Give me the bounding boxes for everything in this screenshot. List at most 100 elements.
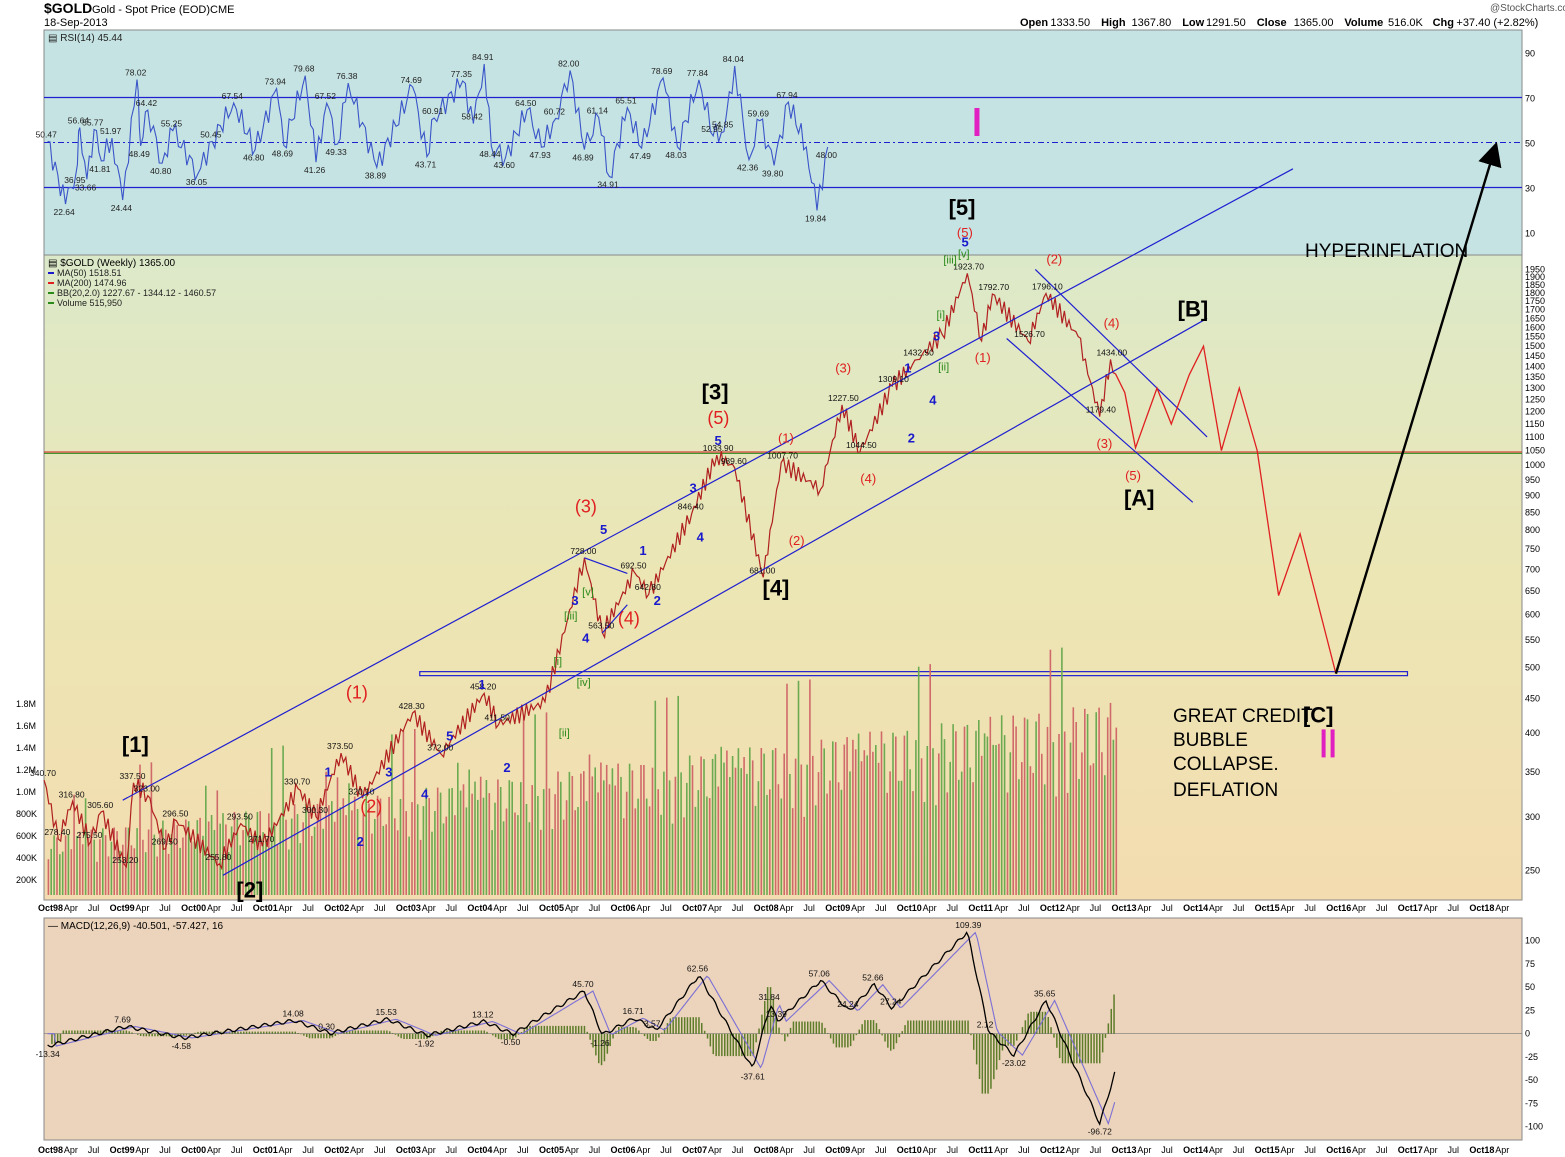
macd-histogram-bar (932, 1020, 935, 1034)
rsi-value-label: 58.42 (461, 112, 483, 122)
macd-histogram-bar (500, 1033, 503, 1040)
volume-bar (517, 815, 519, 895)
volume-bar (325, 771, 327, 895)
macd-histogram-bar (363, 1030, 365, 1034)
volume-bar (225, 824, 227, 895)
volume-bar (385, 824, 387, 895)
macd-histogram-bar (892, 1033, 895, 1050)
macd-histogram-bar (1070, 1033, 1072, 1064)
volume-bar (643, 765, 645, 895)
macd-value-label: -37.61 (741, 1072, 765, 1082)
macd-histogram-bar (231, 1031, 233, 1034)
macd-x-label: Apr (493, 1145, 507, 1155)
volume-bar (436, 787, 439, 895)
macd-histogram-bar (411, 1033, 414, 1039)
rsi-value-label: 46.80 (243, 153, 265, 163)
price-tick-label: 1550 (1525, 332, 1545, 342)
volume-bar (746, 773, 748, 895)
macd-histogram-bar (380, 1030, 382, 1034)
volume-bar (1032, 772, 1034, 895)
volume-bar (1015, 726, 1017, 895)
wave-label: [iv] (577, 677, 591, 689)
macd-x-label: Jul (589, 1145, 601, 1155)
price-value-label: 1309.10 (878, 374, 909, 384)
macd-value-label: 16.71 (622, 1006, 644, 1016)
macd-histogram-bar (139, 1033, 142, 1036)
macd-value-label: 13.12 (472, 1009, 494, 1019)
price-value-label: 989.60 (721, 456, 747, 466)
price-value-label: 1007.70 (767, 451, 798, 461)
volume-bar (812, 755, 814, 895)
volume-bar (1112, 739, 1115, 895)
volume-bar (84, 798, 87, 895)
macd-histogram-bar (320, 1033, 322, 1039)
volume-bar (895, 736, 897, 895)
wave-label: [A] (1124, 486, 1155, 511)
macd-value-label: 109.39 (955, 920, 981, 930)
macd-x-label: Oct15 (1255, 1145, 1280, 1155)
volume-bar (946, 792, 949, 895)
macd-histogram-bar (128, 1031, 130, 1034)
macd-histogram-bar (1024, 1020, 1027, 1034)
price-x-label: Jul (302, 903, 314, 913)
volume-bar (356, 809, 359, 895)
macd-x-label: Oct09 (825, 1145, 850, 1155)
volume-bar (892, 732, 894, 895)
wave-label: [v] (958, 249, 970, 261)
rsi-value-label: 59.69 (748, 109, 770, 119)
volume-bar (147, 829, 150, 895)
volume-bar (551, 829, 554, 895)
volume-bar (196, 820, 199, 895)
macd-histogram-bar (1101, 1033, 1104, 1053)
volume-bar (554, 794, 556, 895)
macd-x-label: Oct98 (38, 1145, 63, 1155)
volume-bar (376, 795, 379, 895)
macd-tick-label: -75 (1525, 1098, 1538, 1108)
macd-histogram-bar (769, 987, 772, 1034)
macd-x-label: Jul (1090, 1145, 1102, 1155)
volume-bar (1081, 752, 1083, 895)
macd-histogram-bar (1030, 1011, 1032, 1034)
volume-bar (625, 791, 628, 895)
macd-histogram-bar (1010, 1033, 1012, 1046)
macd-histogram-bar (786, 1033, 789, 1037)
macd-histogram-bar (463, 1030, 465, 1034)
volume-bar (528, 822, 531, 895)
volume-bar (285, 819, 287, 895)
price-tick-label: 250 (1525, 866, 1540, 876)
macd-x-label: Oct07 (682, 1145, 707, 1155)
volume-bar (90, 829, 93, 895)
macd-value-label: 3.57 (644, 1018, 661, 1028)
macd-histogram-bar (683, 1017, 686, 1034)
wave-label: 1 (904, 361, 911, 376)
macd-histogram-bar (661, 1032, 663, 1034)
hyperinflation-arrow (1334, 141, 1502, 674)
macd-value-label: -13.34 (36, 1049, 60, 1059)
volume-bar (451, 788, 453, 895)
macd-histogram-bar (758, 1028, 760, 1034)
macd-histogram-bar (285, 1031, 288, 1034)
volume-bar (405, 811, 407, 895)
volume-bar (176, 825, 178, 895)
wave-label: 4 (421, 786, 429, 801)
volume-bar (408, 836, 410, 895)
volume-bar (270, 748, 273, 895)
macd-histogram-bar (726, 1033, 729, 1057)
price-x-label: Jul (374, 903, 386, 913)
volume-bar (167, 853, 170, 895)
volume-bar (210, 815, 213, 895)
macd-histogram-bar (472, 1030, 474, 1034)
volume-bar (754, 805, 757, 895)
price-x-label: Apr (636, 903, 650, 913)
volume-bar (70, 849, 73, 895)
macd-histogram-bar (732, 1033, 734, 1057)
volume-bar (233, 811, 236, 895)
price-tick-label: 1000 (1525, 460, 1545, 470)
macd-histogram-bar (466, 1030, 468, 1034)
macd-histogram-bar (583, 1025, 586, 1034)
wave-label: (1) (778, 430, 794, 445)
price-value-label: 1434.00 (1096, 347, 1127, 357)
macd-histogram-bar (1047, 1017, 1049, 1034)
volume-bar (159, 831, 161, 895)
price-x-label: Jul (732, 903, 744, 913)
